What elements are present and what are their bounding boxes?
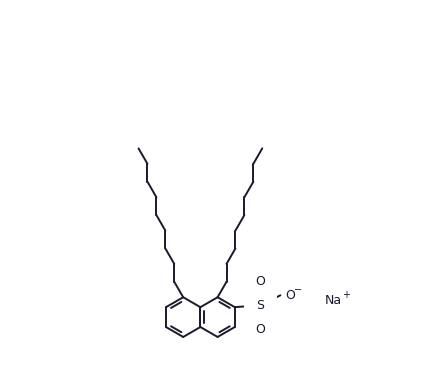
Text: O: O [256,323,266,335]
Text: O: O [256,275,266,288]
Text: +: + [342,290,350,300]
Text: O: O [285,289,295,302]
Text: −: − [294,285,302,295]
Text: S: S [256,299,264,312]
Text: Na: Na [325,294,342,307]
